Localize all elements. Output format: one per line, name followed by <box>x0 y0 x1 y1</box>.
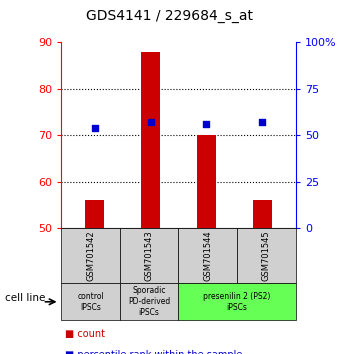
Point <box>204 121 209 127</box>
Bar <box>141 52 160 228</box>
Text: GDS4141 / 229684_s_at: GDS4141 / 229684_s_at <box>86 9 254 23</box>
Text: ■ percentile rank within the sample: ■ percentile rank within the sample <box>65 350 242 354</box>
Text: control
IPSCs: control IPSCs <box>77 292 104 312</box>
Text: presenilin 2 (PS2)
iPSCs: presenilin 2 (PS2) iPSCs <box>203 292 271 312</box>
Bar <box>85 200 104 228</box>
Text: GSM701542: GSM701542 <box>86 230 95 281</box>
Point <box>148 120 153 125</box>
Point <box>92 125 98 131</box>
Text: ■ count: ■ count <box>65 329 105 339</box>
Bar <box>253 200 272 228</box>
Text: cell line: cell line <box>5 292 46 303</box>
Text: GSM701543: GSM701543 <box>145 230 154 281</box>
Bar <box>197 135 216 228</box>
Text: GSM701545: GSM701545 <box>262 230 271 281</box>
Text: Sporadic
PD-derived
iPSCs: Sporadic PD-derived iPSCs <box>128 286 170 318</box>
Point <box>259 120 265 125</box>
Text: GSM701544: GSM701544 <box>203 230 212 281</box>
